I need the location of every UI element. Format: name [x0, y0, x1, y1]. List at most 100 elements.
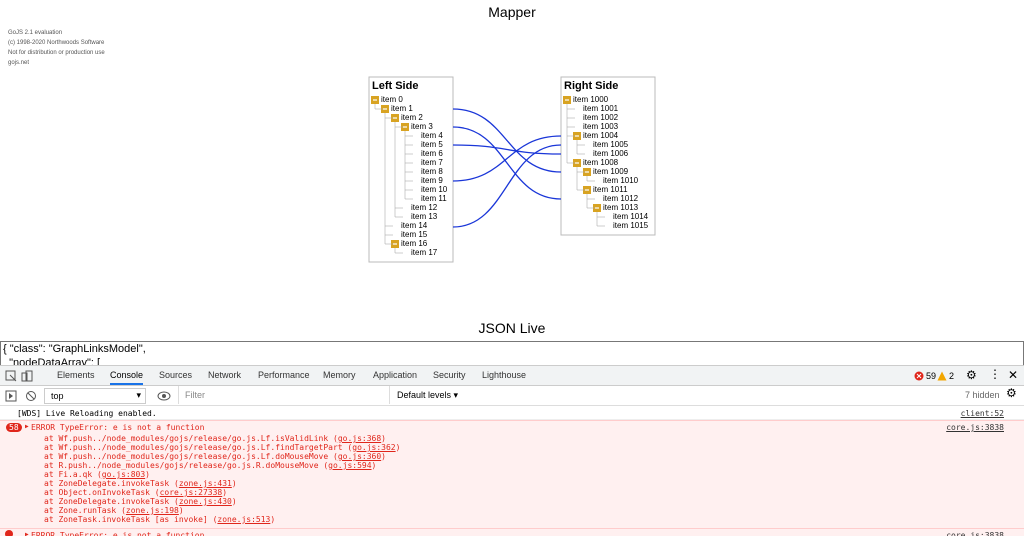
panel-title: Right Side — [564, 80, 618, 92]
link[interactable] — [452, 126, 562, 200]
tree-item[interactable]: item 9 — [421, 176, 443, 185]
stack-line: at Fi.a.qk (go.js:803) — [44, 470, 150, 479]
tab[interactable]: Sources — [159, 370, 193, 380]
message-text: [WDS] Live Reloading enabled. — [17, 409, 157, 418]
error-count[interactable]: 59 — [926, 371, 937, 381]
stack-link[interactable]: go.js:368 — [337, 434, 382, 443]
stack-link[interactable]: zone.js:431 — [178, 479, 232, 488]
tree-item[interactable]: item 4 — [421, 131, 443, 140]
levels-select[interactable]: Default levels ▾ — [397, 390, 459, 400]
error-text[interactable]: ERROR TypeError: e is not a function — [31, 531, 205, 536]
context-value: top — [51, 391, 64, 401]
console-settings[interactable]: ⚙ — [1006, 386, 1017, 400]
tree-item[interactable]: item 1001 — [583, 104, 619, 113]
tab[interactable]: Console — [110, 366, 144, 385]
tree-item[interactable]: item 7 — [421, 158, 443, 167]
eye-icon[interactable] — [157, 391, 171, 401]
stack-link[interactable]: core.js:27338 — [159, 488, 223, 497]
inspect-icons[interactable] — [5, 370, 37, 382]
tree-item[interactable]: item 1009 — [593, 167, 629, 176]
console-message: [WDS] Live Reloading enabled. client:52 — [0, 407, 1024, 420]
links — [452, 108, 562, 228]
stack-link[interactable]: go.js:360 — [337, 452, 382, 461]
settings-button[interactable]: ⚙ — [966, 368, 977, 382]
tab[interactable]: Network — [208, 370, 242, 380]
tree-item[interactable]: item 1013 — [603, 203, 639, 212]
message-source[interactable]: client:52 — [960, 409, 1004, 418]
close-button[interactable]: ✕ — [1008, 368, 1019, 382]
stack-link[interactable]: go.js:362 — [352, 443, 396, 452]
stack-line: at ZoneDelegate.invokeTask (zone.js:431) — [44, 479, 237, 488]
error-icon — [5, 530, 13, 536]
message-source[interactable]: core.js:3838 — [946, 531, 1004, 536]
stack-link[interactable]: zone.js:513 — [217, 515, 271, 524]
stack-link[interactable]: zone.js:430 — [178, 497, 232, 506]
stack-end: ) — [381, 452, 386, 461]
tree-item[interactable]: item 0 — [381, 95, 403, 104]
tree-item[interactable]: item 16 — [401, 239, 428, 248]
tree-item[interactable]: item 1005 — [593, 140, 629, 149]
tree-item[interactable]: item 11 — [421, 194, 447, 203]
tree-item[interactable]: item 1 — [391, 104, 413, 113]
warning-count[interactable]: 2 — [949, 371, 955, 381]
link[interactable] — [452, 144, 562, 155]
tree-item[interactable]: item 15 — [401, 230, 428, 239]
tree-item[interactable]: item 14 — [401, 221, 428, 230]
tree-item[interactable]: item 1002 — [583, 113, 619, 122]
error-message: ▶ ERROR TypeError: e is not a function cor… — [0, 528, 1024, 536]
tree-item[interactable]: item 8 — [421, 167, 443, 176]
message-source[interactable]: core.js:3838 — [946, 423, 1004, 432]
tree-item[interactable]: item 1015 — [613, 221, 649, 230]
error-text[interactable]: ERROR TypeError: e is not a function — [31, 423, 205, 432]
tree-item[interactable]: item 17 — [411, 248, 438, 257]
disclosure[interactable]: ▶ — [25, 423, 29, 430]
stack-line: at Wf.push../node_modules/gojs/release/g… — [44, 434, 386, 443]
stack-call: at ZoneDelegate.invokeTask ( — [44, 497, 179, 506]
tree-item[interactable]: item 1014 — [613, 212, 649, 221]
disclosure[interactable]: ▶ — [25, 531, 29, 536]
stack-end: ) — [381, 434, 386, 443]
stack-call: at R.push../node_modules/gojs/release/go… — [44, 461, 329, 470]
tab[interactable]: Application — [373, 370, 418, 380]
tree-item[interactable]: item 1012 — [603, 194, 639, 203]
tree-item[interactable]: item 1006 — [593, 149, 629, 158]
tab[interactable]: Lighthouse — [482, 370, 527, 380]
tree-item[interactable]: item 1008 — [583, 158, 619, 167]
tree-item[interactable]: item 12 — [411, 203, 438, 212]
tree-item[interactable]: item 1004 — [583, 131, 619, 140]
stack-link[interactable]: go.js:803 — [101, 470, 146, 479]
link[interactable] — [452, 108, 562, 173]
tree-item[interactable]: item 10 — [421, 185, 448, 194]
tree-item[interactable]: item 6 — [421, 149, 443, 158]
toolbar-icons[interactable] — [5, 390, 37, 402]
tree-item[interactable]: item 1010 — [603, 176, 639, 185]
stack-call: at Wf.push../node_modules/gojs/release/g… — [44, 434, 338, 443]
json-textarea[interactable]: { "class": "GraphLinksModel", "nodeDataA… — [0, 341, 1024, 367]
filter-input[interactable]: Filter — [178, 386, 390, 404]
link[interactable] — [452, 144, 562, 228]
tree-item[interactable]: item 1011 — [593, 185, 628, 194]
more-button[interactable]: ⋮ — [989, 367, 1001, 381]
tab[interactable]: Performance — [258, 370, 310, 380]
tree-item[interactable]: item 13 — [411, 212, 438, 221]
tree-item[interactable]: item 3 — [411, 122, 433, 131]
stack-call: at Fi.a.qk ( — [44, 470, 102, 479]
tree-item[interactable]: item 1003 — [583, 122, 619, 131]
tab[interactable]: Elements — [57, 370, 95, 380]
tab[interactable]: Security — [433, 370, 466, 380]
tree-item[interactable]: item 1000 — [573, 95, 609, 104]
tree-item[interactable]: item 5 — [421, 140, 443, 149]
watermark: GoJS 2.1 evaluation — [8, 30, 63, 36]
stack-end: ) — [145, 470, 150, 479]
stack-link[interactable]: zone.js:198 — [125, 506, 179, 515]
tab[interactable]: Memory — [323, 370, 356, 380]
tree-item[interactable]: item 2 — [401, 113, 423, 122]
stack-end: ) — [395, 443, 401, 452]
stack-link[interactable]: go.js:594 — [328, 461, 372, 470]
context-select[interactable]: top ▾ — [44, 388, 146, 404]
watermark: (c) 1998-2020 Northwoods Software — [8, 40, 105, 46]
link[interactable] — [452, 135, 562, 182]
warning-icon — [937, 371, 947, 381]
